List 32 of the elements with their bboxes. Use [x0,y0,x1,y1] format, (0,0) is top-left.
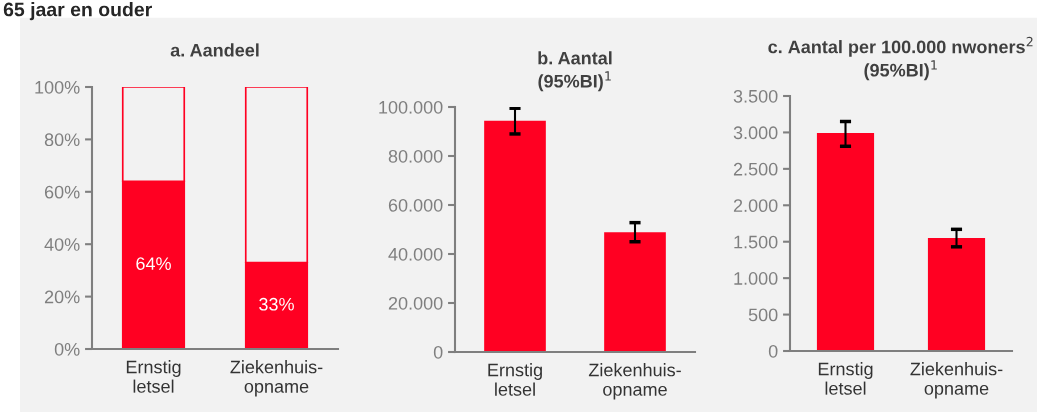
data-label: 64% [136,257,171,271]
x-tick-label: Ernstig letsel [818,362,873,395]
y-tick-label: 40% [44,238,80,251]
y-tick-label: 20.000 [388,296,443,310]
y-tick-label: 1.000 [734,272,778,285]
y-tick-label: 80.000 [388,149,443,163]
y-tick-label: 0 [433,345,443,359]
x-tick-label: Ernstig letsel [126,360,181,393]
y-tick-label: 20% [44,290,80,304]
chart-title: a. Aandeel [170,43,259,57]
y-tick-label: 100.000 [379,100,443,114]
chart-title: b. Aantal (95%BI)$^{1}$ [538,51,612,92]
data-label: 33% [259,297,294,311]
x-tick-label: Ziekenhuis- opname [588,363,681,400]
chart-title: c. Aantal per 100.000 nwoners$^{2}$ (95%BI)$^{1}$ [768,36,1033,81]
y-tick-label: 80% [44,133,80,147]
y-tick-label: 500 [748,308,778,322]
y-tick-label: 0% [54,342,80,356]
y-tick-label: 60.000 [388,198,443,212]
y-tick-label: 60% [44,185,80,199]
x-tick-label: Ziekenhuis- opname [910,362,1003,399]
y-tick-label: 3.000 [733,126,778,140]
y-tick-label: 1.500 [734,235,778,249]
y-tick-label: 0 [768,344,778,358]
x-tick-label: Ernstig letsel [488,363,542,396]
y-tick-label: 40.000 [388,247,443,261]
y-tick-label: 100% [35,80,80,94]
y-tick-label: 3.500 [733,89,778,103]
y-tick-label: 2.000 [733,199,778,213]
y-tick-label: 2.500 [733,162,778,176]
text: 65 jaar en ouder [3,2,152,21]
x-tick-label: Ziekenhuis- opname [230,360,323,397]
